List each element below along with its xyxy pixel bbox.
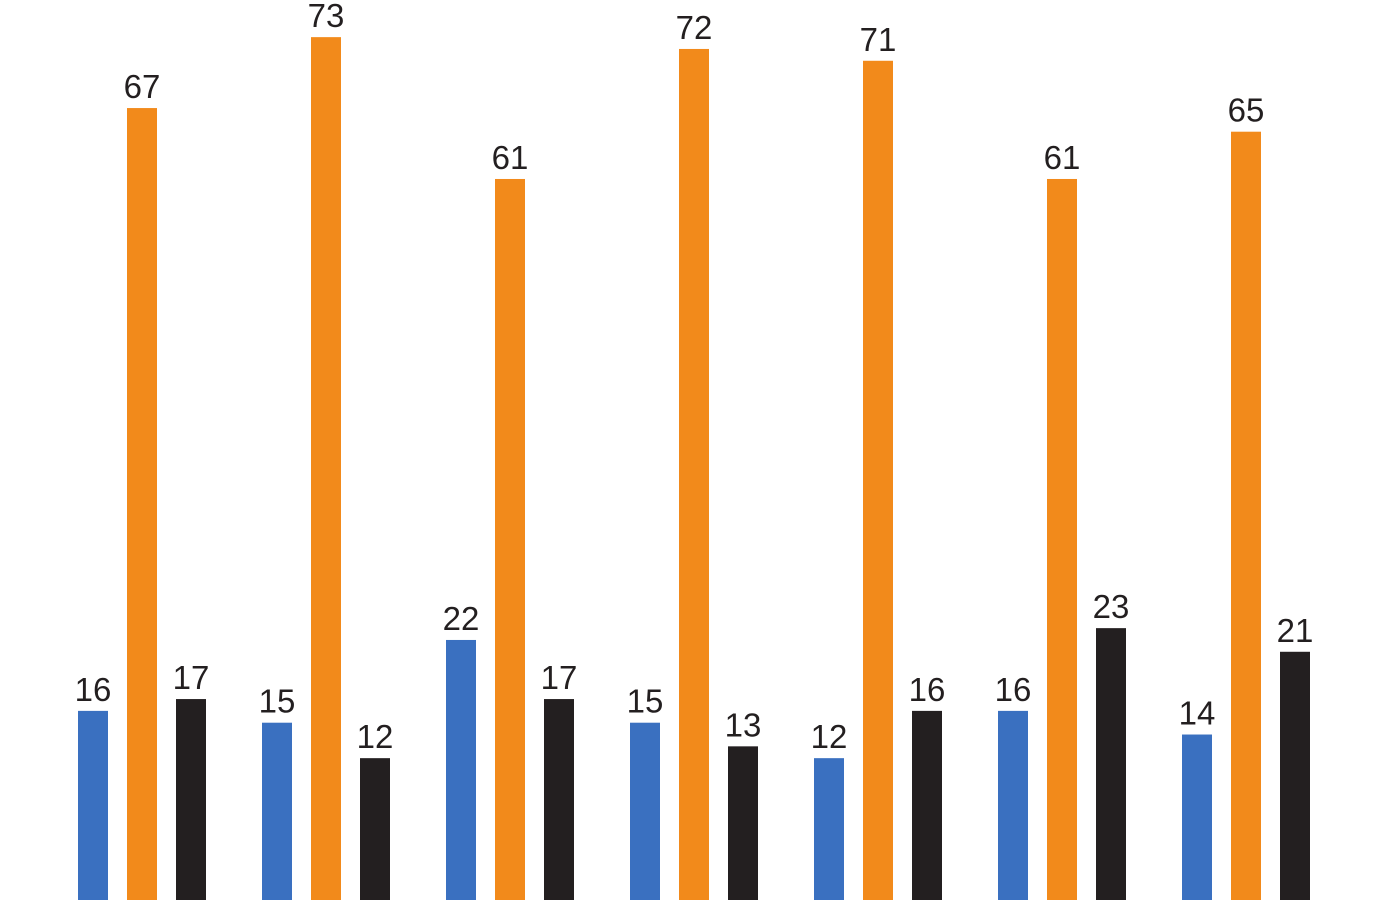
bar-group-3-series-2 (495, 178, 525, 900)
bar-group-2-series-1 (262, 722, 292, 900)
data-label-group-1-series-3: 17 (173, 659, 210, 696)
data-label-group-1-series-2: 67 (124, 68, 161, 105)
bar-group-5-series-3 (912, 710, 942, 900)
bar-group-3-series-1 (446, 639, 476, 900)
bar-group-4-series-3 (728, 746, 758, 900)
data-label-group-7-series-1: 14 (1179, 695, 1216, 732)
bar-group-5-series-1 (814, 758, 844, 900)
data-label-group-3-series-3: 17 (541, 659, 578, 696)
bars-layer (78, 37, 1310, 900)
data-label-group-4-series-2: 72 (676, 9, 713, 46)
bar-group-6-series-2 (1047, 178, 1077, 900)
data-labels-layer: 16 67 17 15 73 12 22 61 17 15 72 13 12 71 16 16 61 23 14 65… (75, 0, 1314, 755)
bar-group-4-series-1 (630, 722, 660, 900)
bar-group-4-series-2 (679, 48, 709, 900)
data-label-group-5-series-1: 12 (811, 718, 848, 755)
bar-group-6-series-1 (998, 710, 1028, 900)
bar-group-6-series-3 (1096, 628, 1126, 900)
data-label-group-5-series-3: 16 (909, 671, 946, 708)
data-label-group-4-series-3: 13 (725, 706, 762, 743)
bar-group-7-series-2 (1231, 131, 1261, 900)
data-label-group-7-series-2: 65 (1228, 92, 1265, 129)
data-label-group-3-series-1: 22 (443, 600, 480, 637)
data-label-group-2-series-3: 12 (357, 718, 394, 755)
bar-group-7-series-3 (1280, 651, 1310, 900)
data-label-group-4-series-1: 15 (627, 683, 664, 720)
data-label-group-3-series-2: 61 (492, 139, 529, 176)
data-label-group-5-series-2: 71 (860, 21, 897, 58)
data-label-group-1-series-1: 16 (75, 671, 112, 708)
bar-group-2-series-2 (311, 37, 341, 900)
data-label-group-7-series-3: 21 (1277, 612, 1314, 649)
data-label-group-6-series-2: 61 (1044, 139, 1081, 176)
bar-group-1-series-3 (176, 699, 206, 900)
data-label-group-2-series-2: 73 (308, 0, 345, 34)
data-label-group-2-series-1: 15 (259, 683, 296, 720)
bar-group-3-series-3 (544, 699, 574, 900)
bar-group-2-series-3 (360, 758, 390, 900)
data-label-group-6-series-1: 16 (995, 671, 1032, 708)
bar-group-5-series-2 (863, 60, 893, 900)
bar-group-7-series-1 (1182, 734, 1212, 900)
bar-group-1-series-2 (127, 108, 157, 900)
data-label-group-6-series-3: 23 (1093, 588, 1130, 625)
bar-group-1-series-1 (78, 710, 108, 900)
